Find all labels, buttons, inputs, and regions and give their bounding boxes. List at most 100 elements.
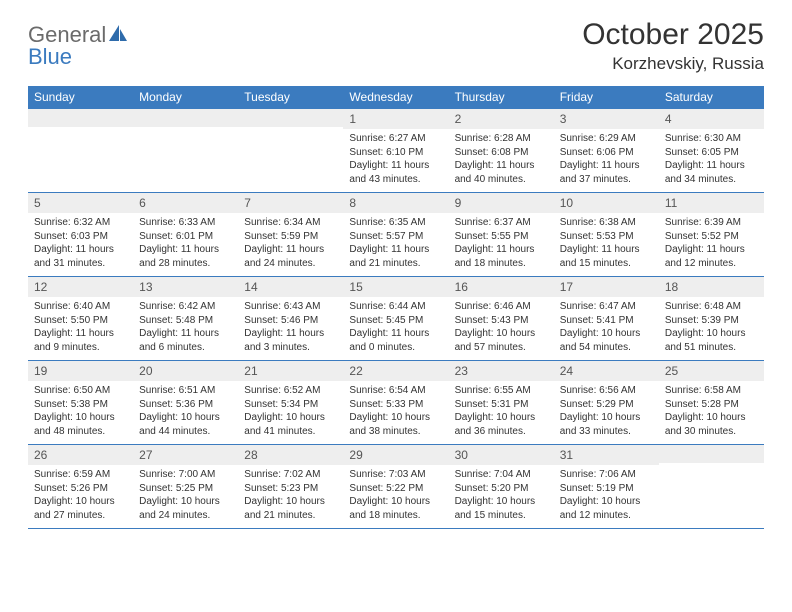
day-cell: 2Sunrise: 6:28 AMSunset: 6:08 PMDaylight… (449, 109, 554, 192)
sunset-line: Sunset: 5:28 PM (665, 398, 758, 412)
sunset-line: Sunset: 5:19 PM (560, 482, 653, 496)
day-number: 26 (28, 445, 133, 465)
day-cell: 31Sunrise: 7:06 AMSunset: 5:19 PMDayligh… (554, 445, 659, 528)
logo: General Blue (28, 18, 128, 68)
day-details: Sunrise: 6:32 AMSunset: 6:03 PMDaylight:… (28, 213, 133, 276)
day-details: Sunrise: 6:40 AMSunset: 5:50 PMDaylight:… (28, 297, 133, 360)
day-cell: 25Sunrise: 6:58 AMSunset: 5:28 PMDayligh… (659, 361, 764, 444)
day-cell: 16Sunrise: 6:46 AMSunset: 5:43 PMDayligh… (449, 277, 554, 360)
day-number: 6 (133, 193, 238, 213)
day-cell: 7Sunrise: 6:34 AMSunset: 5:59 PMDaylight… (238, 193, 343, 276)
sunrise-line: Sunrise: 6:47 AM (560, 300, 653, 314)
dow-tue: Tuesday (238, 86, 343, 109)
sunset-line: Sunset: 5:33 PM (349, 398, 442, 412)
day-cell: 30Sunrise: 7:04 AMSunset: 5:20 PMDayligh… (449, 445, 554, 528)
sunrise-line: Sunrise: 7:03 AM (349, 468, 442, 482)
daylight-line: Daylight: 10 hours and 12 minutes. (560, 495, 653, 522)
day-number: 10 (554, 193, 659, 213)
weeks-container: 1Sunrise: 6:27 AMSunset: 6:10 PMDaylight… (28, 109, 764, 529)
daylight-line: Daylight: 10 hours and 57 minutes. (455, 327, 548, 354)
sail-icon (108, 24, 128, 46)
day-cell: 17Sunrise: 6:47 AMSunset: 5:41 PMDayligh… (554, 277, 659, 360)
week-row: 12Sunrise: 6:40 AMSunset: 5:50 PMDayligh… (28, 277, 764, 361)
dow-sat: Saturday (659, 86, 764, 109)
daylight-line: Daylight: 10 hours and 41 minutes. (244, 411, 337, 438)
day-cell: 4Sunrise: 6:30 AMSunset: 6:05 PMDaylight… (659, 109, 764, 192)
daylight-line: Daylight: 11 hours and 15 minutes. (560, 243, 653, 270)
daylight-line: Daylight: 10 hours and 18 minutes. (349, 495, 442, 522)
dow-sun: Sunday (28, 86, 133, 109)
sunset-line: Sunset: 5:31 PM (455, 398, 548, 412)
sunset-line: Sunset: 5:59 PM (244, 230, 337, 244)
daylight-line: Daylight: 10 hours and 21 minutes. (244, 495, 337, 522)
sunrise-line: Sunrise: 6:43 AM (244, 300, 337, 314)
daylight-line: Daylight: 11 hours and 0 minutes. (349, 327, 442, 354)
daylight-line: Daylight: 11 hours and 43 minutes. (349, 159, 442, 186)
day-cell: 21Sunrise: 6:52 AMSunset: 5:34 PMDayligh… (238, 361, 343, 444)
sunrise-line: Sunrise: 6:44 AM (349, 300, 442, 314)
sunrise-line: Sunrise: 6:27 AM (349, 132, 442, 146)
week-row: 19Sunrise: 6:50 AMSunset: 5:38 PMDayligh… (28, 361, 764, 445)
day-details: Sunrise: 6:38 AMSunset: 5:53 PMDaylight:… (554, 213, 659, 276)
daylight-line: Daylight: 11 hours and 21 minutes. (349, 243, 442, 270)
daylight-line: Daylight: 10 hours and 54 minutes. (560, 327, 653, 354)
day-number: 11 (659, 193, 764, 213)
calendar-page: General Blue October 2025 Korzhevskiy, R… (0, 0, 792, 549)
day-cell: 24Sunrise: 6:56 AMSunset: 5:29 PMDayligh… (554, 361, 659, 444)
day-details: Sunrise: 6:33 AMSunset: 6:01 PMDaylight:… (133, 213, 238, 276)
daylight-line: Daylight: 10 hours and 38 minutes. (349, 411, 442, 438)
sunrise-line: Sunrise: 6:30 AM (665, 132, 758, 146)
sunrise-line: Sunrise: 6:58 AM (665, 384, 758, 398)
day-number: 20 (133, 361, 238, 381)
sunrise-line: Sunrise: 6:28 AM (455, 132, 548, 146)
sunrise-line: Sunrise: 6:39 AM (665, 216, 758, 230)
day-details: Sunrise: 6:52 AMSunset: 5:34 PMDaylight:… (238, 381, 343, 444)
day-cell: 20Sunrise: 6:51 AMSunset: 5:36 PMDayligh… (133, 361, 238, 444)
day-details: Sunrise: 6:46 AMSunset: 5:43 PMDaylight:… (449, 297, 554, 360)
day-details: Sunrise: 6:51 AMSunset: 5:36 PMDaylight:… (133, 381, 238, 444)
sunset-line: Sunset: 5:53 PM (560, 230, 653, 244)
day-number: 2 (449, 109, 554, 129)
sunrise-line: Sunrise: 6:34 AM (244, 216, 337, 230)
day-number (28, 109, 133, 127)
sunset-line: Sunset: 6:08 PM (455, 146, 548, 160)
day-number: 25 (659, 361, 764, 381)
daylight-line: Daylight: 10 hours and 27 minutes. (34, 495, 127, 522)
day-number: 28 (238, 445, 343, 465)
sunset-line: Sunset: 5:45 PM (349, 314, 442, 328)
day-details: Sunrise: 7:03 AMSunset: 5:22 PMDaylight:… (343, 465, 448, 528)
day-details: Sunrise: 6:58 AMSunset: 5:28 PMDaylight:… (659, 381, 764, 444)
sunset-line: Sunset: 5:48 PM (139, 314, 232, 328)
sunrise-line: Sunrise: 6:35 AM (349, 216, 442, 230)
day-cell: 11Sunrise: 6:39 AMSunset: 5:52 PMDayligh… (659, 193, 764, 276)
day-cell: 18Sunrise: 6:48 AMSunset: 5:39 PMDayligh… (659, 277, 764, 360)
sunset-line: Sunset: 6:01 PM (139, 230, 232, 244)
week-row: 5Sunrise: 6:32 AMSunset: 6:03 PMDaylight… (28, 193, 764, 277)
daylight-line: Daylight: 10 hours and 51 minutes. (665, 327, 758, 354)
day-number: 5 (28, 193, 133, 213)
daylight-line: Daylight: 11 hours and 37 minutes. (560, 159, 653, 186)
day-cell: 27Sunrise: 7:00 AMSunset: 5:25 PMDayligh… (133, 445, 238, 528)
day-cell: 26Sunrise: 6:59 AMSunset: 5:26 PMDayligh… (28, 445, 133, 528)
sunrise-line: Sunrise: 6:51 AM (139, 384, 232, 398)
daylight-line: Daylight: 11 hours and 3 minutes. (244, 327, 337, 354)
day-details: Sunrise: 7:04 AMSunset: 5:20 PMDaylight:… (449, 465, 554, 528)
calendar: Sunday Monday Tuesday Wednesday Thursday… (28, 86, 764, 529)
daylight-line: Daylight: 11 hours and 34 minutes. (665, 159, 758, 186)
day-number: 27 (133, 445, 238, 465)
daylight-line: Daylight: 11 hours and 6 minutes. (139, 327, 232, 354)
day-number: 1 (343, 109, 448, 129)
day-number: 7 (238, 193, 343, 213)
logo-word2: Blue (28, 46, 128, 68)
day-cell: 6Sunrise: 6:33 AMSunset: 6:01 PMDaylight… (133, 193, 238, 276)
sunrise-line: Sunrise: 7:02 AM (244, 468, 337, 482)
day-cell: 8Sunrise: 6:35 AMSunset: 5:57 PMDaylight… (343, 193, 448, 276)
sunrise-line: Sunrise: 6:37 AM (455, 216, 548, 230)
day-number (659, 445, 764, 463)
daylight-line: Daylight: 11 hours and 9 minutes. (34, 327, 127, 354)
daylight-line: Daylight: 11 hours and 18 minutes. (455, 243, 548, 270)
sunset-line: Sunset: 5:26 PM (34, 482, 127, 496)
sunset-line: Sunset: 5:50 PM (34, 314, 127, 328)
location: Korzhevskiy, Russia (582, 54, 764, 74)
sunset-line: Sunset: 6:06 PM (560, 146, 653, 160)
